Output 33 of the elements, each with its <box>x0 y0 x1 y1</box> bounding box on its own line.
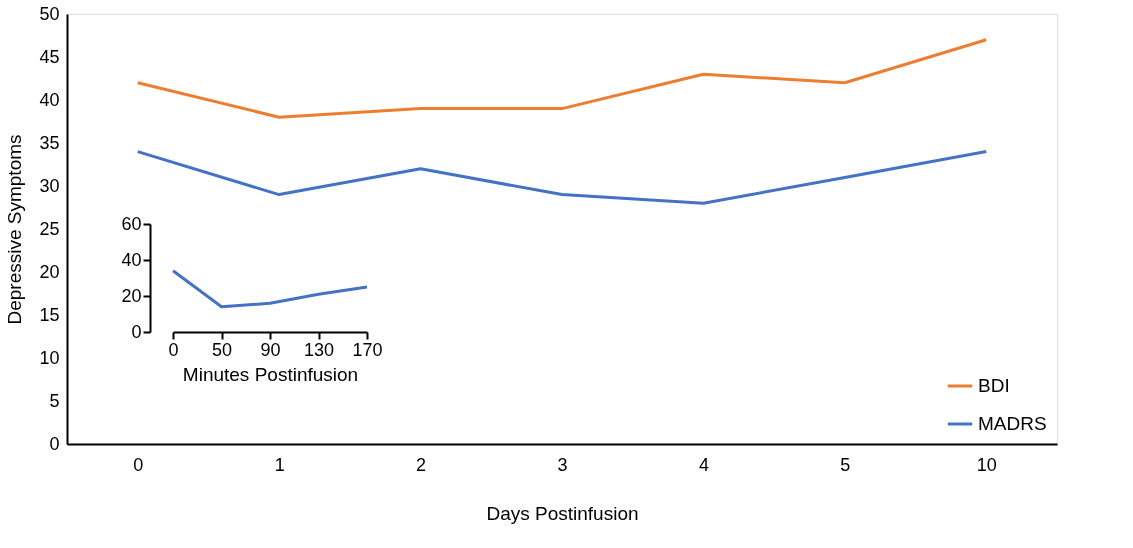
line-series <box>171 269 369 309</box>
y-tick-label: 40 <box>39 89 60 110</box>
legend-label: MADRS <box>978 413 1047 434</box>
y-tick-label: 35 <box>39 132 60 153</box>
y-tick-label: 25 <box>39 218 60 239</box>
x-tick-label: 1 <box>274 454 285 475</box>
x-tick-label: 170 <box>352 339 383 360</box>
y-axis-title: Depressive Symptoms <box>4 134 26 325</box>
x-tick-label: 5 <box>840 454 851 475</box>
x-tick-label: 0 <box>168 339 179 360</box>
x-tick-label: 2 <box>416 454 427 475</box>
x-tick-label: 4 <box>698 454 709 475</box>
y-tick-label: 15 <box>39 304 60 325</box>
x-tick-label: 50 <box>211 339 233 360</box>
y-tick-label: 5 <box>49 390 60 411</box>
y-tick-label: 50 <box>39 3 60 24</box>
x-tick-label: 10 <box>976 454 997 475</box>
line-series <box>136 38 988 119</box>
y-tick-label: 0 <box>131 321 142 342</box>
y-tick-label: 30 <box>39 175 60 196</box>
y-tick-label: 20 <box>121 285 142 306</box>
y-tick-label: 45 <box>39 46 60 67</box>
x-tick-label: 130 <box>303 339 335 360</box>
line-series <box>136 150 988 205</box>
legend-label: BDI <box>978 375 1010 396</box>
x-tick-label: 90 <box>260 339 281 360</box>
y-tick-label: 20 <box>39 261 60 282</box>
y-tick-label: 40 <box>121 249 142 270</box>
y-tick-label: 60 <box>121 213 142 234</box>
x-axis-title: Minutes Postinfusion <box>182 363 359 385</box>
x-axis-title: Days Postinfusion <box>486 502 639 524</box>
x-tick-label: 3 <box>557 454 568 475</box>
y-tick-label: 0 <box>49 433 60 454</box>
